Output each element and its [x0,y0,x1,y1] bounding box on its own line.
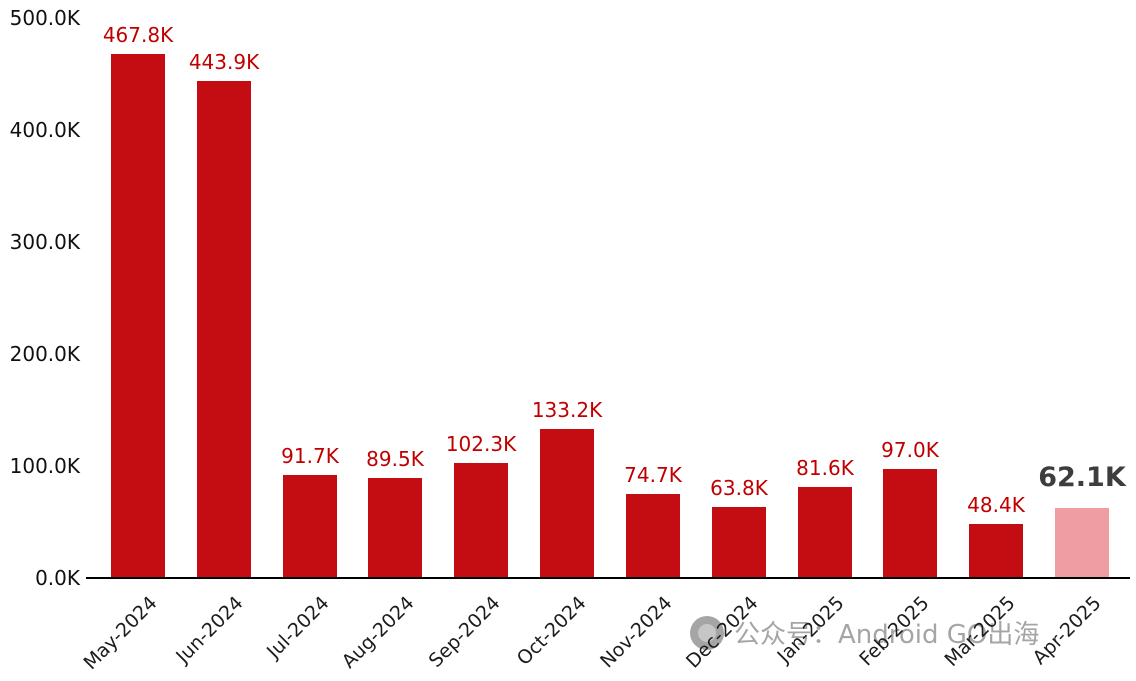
bar [1055,508,1109,578]
x-axis-line [86,577,1130,579]
watermark-logo-icon [690,615,724,650]
bar [883,469,937,578]
y-tick-label: 300.0K [9,230,80,254]
y-tick-label: 100.0K [9,454,80,478]
watermark: 公众号：Android GO出海 [690,614,1039,651]
y-tick-label: 0.0K [35,566,80,590]
bar [540,429,594,578]
x-tick-label: May-2024 [79,592,162,675]
bar-value-label: 443.9K [188,50,260,74]
bar [111,54,165,578]
bar-value-label: 91.7K [281,444,339,468]
bar [798,487,852,578]
plot-area: 467.8K 443.9K 91.7K 89.5K 102.3K 133.2K 74.7K 6… [95,18,1126,578]
bar-value-label: 133.2K [531,398,603,422]
bar [454,463,508,578]
bar [197,81,251,578]
watermark-text: 公众号：Android GO出海 [734,620,1040,650]
bar-value-label: 467.8K [102,23,174,47]
bar-value-label: 102.3K [445,432,517,456]
bar [969,524,1023,578]
y-tick-label: 400.0K [9,118,80,142]
bar [626,494,680,578]
bar [712,507,766,578]
bar [283,475,337,578]
bar-value-label: 48.4K [967,493,1025,517]
bar-value-label: 74.7K [624,463,682,487]
bar-value-label: 89.5K [366,447,424,471]
bar-value-label: 81.6K [796,456,854,480]
y-tick-label: 200.0K [9,342,80,366]
bar-value-label: 63.8K [710,476,768,500]
bar-value-label: 97.0K [881,438,939,462]
bar [368,478,422,578]
y-tick-label: 500.0K [9,6,80,30]
bar-value-label: 62.1K [1038,462,1126,493]
